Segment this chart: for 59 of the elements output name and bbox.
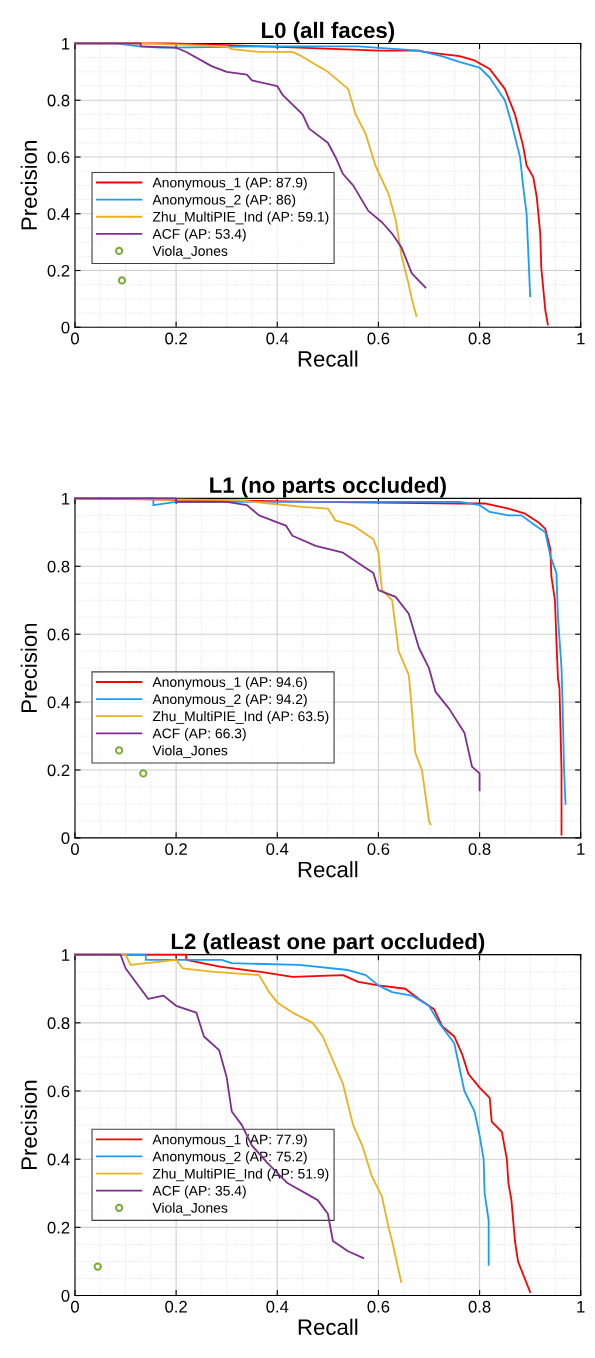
x-tick-label: 0.2 — [165, 843, 187, 855]
legend-label: Anonymous_2 (AP: 94.2) — [152, 693, 307, 707]
y-tick-label: 0.8 — [47, 560, 70, 573]
chart-title: L0 (all faces) — [262, 21, 395, 43]
x-tick-label: 0.4 — [266, 332, 289, 345]
legend-label: Zhu_MultiPIE_Ind (AP: 59.1) — [152, 211, 329, 225]
legend-label: Zhu_MultiPIE_Ind (AP: 63.5) — [152, 711, 329, 724]
x-tick-label: 1 — [577, 1301, 585, 1313]
y-tick-label: 0.8 — [47, 1017, 70, 1030]
y-tick-label: 0.2 — [47, 1221, 70, 1234]
line-series — [74, 497, 481, 792]
y-tick-label: 0.4 — [47, 1153, 70, 1166]
legend-label: Anonymous_2 (AP: 86) — [152, 194, 296, 208]
y-tick-label: 0.8 — [47, 94, 70, 107]
x-tick-label: 0.8 — [468, 843, 491, 855]
x-tick-label: 0.4 — [266, 843, 289, 855]
x-tick-label: 1 — [577, 332, 585, 345]
y-tick-label: 0.6 — [47, 628, 70, 641]
y-tick-label: 0.6 — [47, 151, 70, 164]
x-tick-label: 0.6 — [367, 332, 390, 345]
x-axis-title: Recall — [298, 350, 358, 367]
legend-label: ACF (AP: 66.3) — [152, 728, 246, 742]
x-tick-label: 0.2 — [165, 1300, 187, 1313]
x-tick-label: 1 — [577, 843, 585, 855]
x-axis-title: Recall — [298, 861, 358, 878]
y-axis-title: Precision — [20, 141, 37, 230]
x-tick-label: 0 — [70, 1300, 79, 1313]
x-tick-label: 0.8 — [468, 332, 491, 345]
x-axis-title: Recall — [298, 1318, 358, 1336]
y-tick-label: 0.4 — [47, 208, 70, 220]
y-tick-label: 0 — [61, 832, 70, 845]
y-tick-label: 0.2 — [47, 764, 70, 777]
y-tick-label: 1 — [62, 38, 70, 50]
chart-title: L1 (no parts occluded) — [210, 476, 446, 498]
x-tick-label: 0.6 — [367, 843, 390, 855]
y-tick-label: 0 — [61, 1289, 70, 1302]
legend-label: Anonymous_1 (AP: 87.9) — [152, 177, 307, 191]
legend-label: ACF (AP: 53.4) — [152, 228, 246, 242]
y-tick-label: 1 — [62, 492, 70, 505]
y-axis-title: Precision — [20, 1080, 37, 1169]
y-tick-label: 0.2 — [47, 264, 70, 277]
legend-label: Anonymous_1 (AP: 94.6) — [152, 676, 307, 690]
chart-title: L2 (atleast one part occluded) — [171, 933, 485, 954]
legend-label: Viola_Jones — [152, 245, 228, 259]
x-tick-label: 0.8 — [468, 1300, 491, 1313]
legend-label: Viola_Jones — [152, 1202, 228, 1216]
x-tick-label: 0.2 — [165, 332, 187, 345]
y-tick-label: 0.4 — [47, 696, 70, 709]
x-tick-label: 0.4 — [266, 1300, 289, 1313]
y-tick-label: 1 — [62, 949, 70, 961]
legend-label: Viola_Jones — [152, 745, 228, 759]
y-tick-label: 0 — [61, 321, 70, 334]
x-tick-label: 0 — [70, 332, 79, 345]
legend-label: ACF (AP: 35.4) — [152, 1185, 246, 1199]
line-series — [74, 953, 365, 1259]
x-tick-label: 0 — [70, 843, 79, 855]
x-tick-label: 0.6 — [367, 1300, 390, 1313]
y-axis-title: Precision — [20, 623, 37, 713]
y-tick-label: 0.6 — [47, 1085, 70, 1098]
